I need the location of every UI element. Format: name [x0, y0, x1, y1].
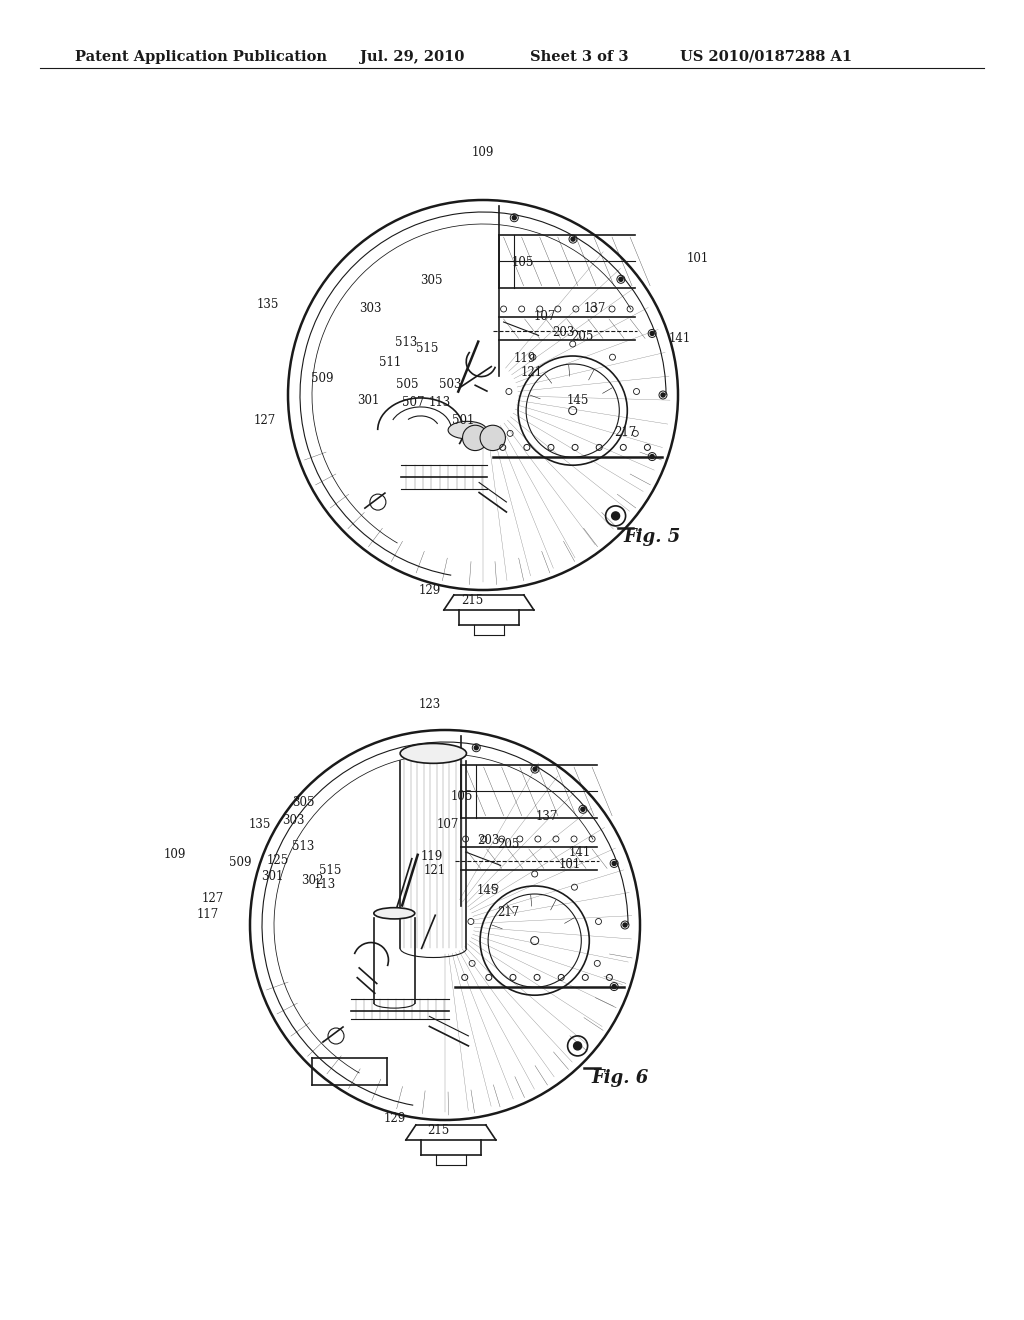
Text: 513: 513: [292, 841, 314, 854]
Text: 141: 141: [569, 846, 591, 859]
Text: 217: 217: [497, 906, 519, 919]
Text: 303: 303: [358, 301, 381, 314]
Text: 302: 302: [301, 874, 324, 887]
Text: Patent Application Publication: Patent Application Publication: [75, 50, 327, 63]
Text: 511: 511: [379, 355, 401, 368]
Text: 503: 503: [438, 379, 461, 392]
Text: 145: 145: [567, 393, 589, 407]
Text: 515: 515: [416, 342, 438, 355]
Text: 141: 141: [669, 331, 691, 345]
Text: 101: 101: [559, 858, 582, 871]
Text: 121: 121: [424, 863, 446, 876]
Circle shape: [480, 425, 506, 450]
Text: 113: 113: [429, 396, 452, 408]
Circle shape: [581, 808, 585, 812]
Circle shape: [463, 425, 487, 450]
Circle shape: [612, 985, 616, 989]
Text: 129: 129: [419, 585, 441, 598]
Text: 501: 501: [452, 413, 474, 426]
Text: Jul. 29, 2010: Jul. 29, 2010: [360, 50, 464, 63]
Text: 509: 509: [228, 857, 251, 870]
Text: Fig. 6: Fig. 6: [592, 1069, 648, 1086]
Text: 305: 305: [420, 273, 442, 286]
Text: 109: 109: [164, 849, 186, 862]
Text: 117: 117: [197, 908, 219, 921]
Circle shape: [623, 923, 627, 927]
Circle shape: [573, 1041, 582, 1049]
Text: 119: 119: [514, 351, 537, 364]
Text: 305: 305: [292, 796, 314, 809]
Text: 205: 205: [570, 330, 593, 342]
Ellipse shape: [449, 421, 486, 438]
Circle shape: [662, 393, 665, 397]
Text: 105: 105: [512, 256, 535, 269]
Text: 137: 137: [584, 301, 606, 314]
Text: 203: 203: [552, 326, 574, 338]
Text: 215: 215: [427, 1123, 450, 1137]
Text: 513: 513: [395, 335, 417, 348]
Text: 107: 107: [437, 818, 459, 832]
Circle shape: [650, 331, 654, 335]
Text: 205: 205: [497, 838, 519, 851]
Text: 509: 509: [310, 371, 333, 384]
Text: 127: 127: [202, 892, 224, 906]
Text: 127: 127: [254, 413, 276, 426]
Circle shape: [612, 862, 616, 866]
Text: 123: 123: [419, 698, 441, 711]
Text: 101: 101: [687, 252, 710, 264]
Text: 135: 135: [249, 818, 271, 832]
Text: 113: 113: [314, 879, 336, 891]
Circle shape: [474, 746, 478, 750]
Text: 217: 217: [613, 425, 636, 438]
Circle shape: [650, 454, 654, 458]
Text: 119: 119: [421, 850, 443, 862]
Text: 215: 215: [461, 594, 483, 606]
Circle shape: [618, 277, 623, 281]
Text: 303: 303: [282, 813, 304, 826]
Text: 301: 301: [356, 393, 379, 407]
Text: Fig. 5: Fig. 5: [624, 528, 681, 546]
Text: Sheet 3 of 3: Sheet 3 of 3: [530, 50, 629, 63]
Text: 109: 109: [472, 147, 495, 160]
Text: 125: 125: [267, 854, 289, 866]
Text: 135: 135: [257, 298, 280, 312]
Circle shape: [512, 215, 516, 219]
Text: 107: 107: [534, 309, 556, 322]
Text: 301: 301: [261, 870, 284, 883]
Circle shape: [571, 238, 575, 242]
Ellipse shape: [374, 908, 415, 919]
Circle shape: [534, 767, 537, 771]
Text: 515: 515: [318, 863, 341, 876]
Circle shape: [611, 512, 620, 520]
Text: 105: 105: [451, 791, 473, 804]
Text: 507: 507: [401, 396, 424, 408]
Text: 121: 121: [521, 366, 543, 379]
Text: 145: 145: [477, 883, 499, 896]
Ellipse shape: [400, 743, 467, 763]
Text: US 2010/0187288 A1: US 2010/0187288 A1: [680, 50, 852, 63]
Text: 505: 505: [395, 379, 418, 392]
Text: 203: 203: [477, 833, 499, 846]
Text: 137: 137: [536, 810, 558, 824]
Text: 129: 129: [384, 1111, 407, 1125]
